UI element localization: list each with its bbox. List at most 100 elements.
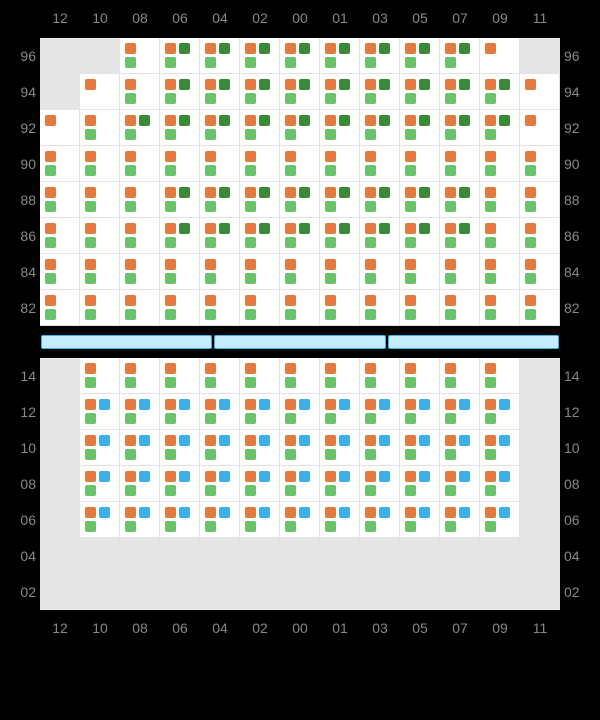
bot-cell	[440, 430, 480, 466]
status-mark	[85, 507, 96, 518]
status-mark	[125, 295, 136, 306]
bot-cell	[480, 502, 520, 538]
row-label: 94	[6, 82, 36, 102]
bot-cell	[480, 394, 520, 430]
status-mark	[459, 79, 470, 90]
status-mark	[219, 223, 230, 234]
bot-cell	[480, 358, 520, 394]
bot-cell	[200, 358, 240, 394]
top-cell	[160, 146, 200, 182]
status-mark	[165, 309, 176, 320]
status-mark	[245, 273, 256, 284]
status-mark	[285, 449, 296, 460]
top-cell	[40, 146, 80, 182]
status-mark	[325, 485, 336, 496]
status-mark	[379, 223, 390, 234]
status-mark	[165, 223, 176, 234]
top-cell	[480, 254, 520, 290]
status-mark	[165, 471, 176, 482]
status-mark	[419, 435, 430, 446]
status-mark	[45, 309, 56, 320]
status-mark	[179, 507, 190, 518]
status-mark	[325, 399, 336, 410]
status-mark	[459, 435, 470, 446]
bot-cell	[40, 502, 80, 538]
row-label: 12	[564, 402, 594, 422]
band-segment	[214, 335, 385, 349]
row-label: 12	[6, 402, 36, 422]
bot-cell	[440, 466, 480, 502]
status-mark	[125, 43, 136, 54]
status-mark	[365, 201, 376, 212]
top-cell	[160, 218, 200, 254]
status-mark	[205, 485, 216, 496]
status-mark	[299, 507, 310, 518]
bot-cell	[120, 394, 160, 430]
bot-cell	[200, 430, 240, 466]
status-mark	[405, 309, 416, 320]
status-mark	[485, 413, 496, 424]
top-cell	[520, 218, 560, 254]
status-mark	[285, 151, 296, 162]
status-mark	[85, 115, 96, 126]
row-label: 88	[564, 190, 594, 210]
bot-cell	[280, 538, 320, 574]
status-mark	[405, 79, 416, 90]
col-label: 06	[160, 10, 200, 26]
top-cell	[280, 218, 320, 254]
status-mark	[405, 201, 416, 212]
status-mark	[485, 259, 496, 270]
status-mark	[125, 57, 136, 68]
status-mark	[245, 435, 256, 446]
row-label: 90	[564, 154, 594, 174]
col-label: 10	[80, 10, 120, 26]
status-mark	[85, 273, 96, 284]
bot-cell	[120, 538, 160, 574]
bot-cell	[320, 394, 360, 430]
status-mark	[485, 93, 496, 104]
status-mark	[205, 309, 216, 320]
status-mark	[139, 471, 150, 482]
status-mark	[205, 377, 216, 388]
bot-cell	[520, 574, 560, 610]
bot-cell	[520, 394, 560, 430]
bot-cell	[80, 502, 120, 538]
top-cell	[200, 218, 240, 254]
status-mark	[445, 363, 456, 374]
status-mark	[245, 57, 256, 68]
status-mark	[405, 115, 416, 126]
status-mark	[405, 259, 416, 270]
bot-cell	[320, 502, 360, 538]
status-mark	[139, 115, 150, 126]
bot-cell	[80, 430, 120, 466]
status-mark	[205, 259, 216, 270]
status-mark	[405, 471, 416, 482]
status-mark	[245, 223, 256, 234]
top-cell	[240, 290, 280, 326]
top-cell	[40, 218, 80, 254]
status-mark	[325, 507, 336, 518]
status-mark	[205, 201, 216, 212]
band-segment	[41, 335, 212, 349]
col-label: 02	[240, 10, 280, 26]
top-cell	[40, 290, 80, 326]
top-cell	[440, 254, 480, 290]
status-mark	[445, 309, 456, 320]
status-mark	[325, 435, 336, 446]
status-mark	[365, 507, 376, 518]
status-mark	[405, 93, 416, 104]
top-cell	[40, 110, 80, 146]
status-mark	[379, 79, 390, 90]
status-mark	[339, 471, 350, 482]
status-mark	[99, 399, 110, 410]
bot-cell	[240, 502, 280, 538]
bot-cell	[360, 430, 400, 466]
bot-cell	[160, 430, 200, 466]
status-mark	[285, 363, 296, 374]
status-mark	[445, 273, 456, 284]
status-mark	[445, 115, 456, 126]
bot-cell	[160, 466, 200, 502]
status-mark	[325, 413, 336, 424]
col-label: 09	[480, 10, 520, 26]
status-mark	[285, 377, 296, 388]
